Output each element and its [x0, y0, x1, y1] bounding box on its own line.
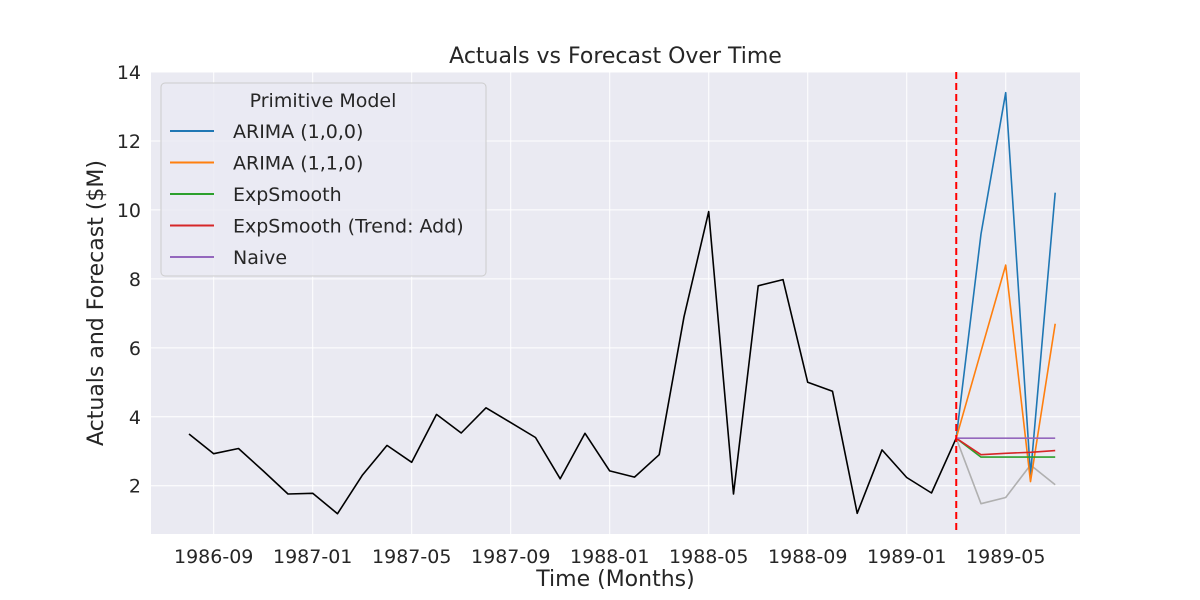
x-tick-label: 1988-05	[669, 546, 748, 568]
y-tick-label: 10	[117, 200, 141, 222]
x-tick-label: 1987-01	[273, 546, 352, 568]
x-tick-label: 1986-09	[174, 546, 253, 568]
x-tick-label: 1988-09	[768, 546, 847, 568]
legend-box	[160, 82, 487, 277]
y-tick-label: 2	[129, 476, 141, 498]
legend-label-expsmooth: ExpSmooth	[233, 184, 342, 206]
x-axis: 1986-09 1987-01 1987-05 1987-09 1988-01 1988-…	[174, 546, 1045, 568]
series-line-arima-1-0-0	[955, 91, 1056, 476]
x-tick-label: 1987-05	[372, 546, 451, 568]
legend-label-naive: Naive	[233, 247, 287, 269]
x-tick-label: 1988-01	[570, 546, 649, 568]
legend-label-arima-1-0-0: ARIMA (1,0,0)	[233, 121, 363, 143]
series-line-arima-1-1-0	[955, 264, 1056, 483]
x-tick-label: 1989-01	[867, 546, 946, 568]
series-line-expsmooth	[955, 437, 1056, 458]
series-layer	[188, 91, 1056, 515]
y-tick-label: 12	[117, 131, 141, 153]
chart-title: Actuals vs Forecast Over Time	[449, 44, 782, 69]
series-line-expsmooth-trend-add	[955, 437, 1056, 456]
series-line-holdout	[955, 437, 1056, 505]
series-line-actuals	[188, 210, 957, 515]
legend-label-arima-1-1-0: ARIMA (1,1,0)	[233, 153, 363, 175]
x-tick-label: 1989-05	[966, 546, 1045, 568]
y-axis-title: Actuals and Forecast ($M)	[84, 160, 109, 446]
y-tick-label: 6	[129, 338, 141, 360]
legend: Primitive Model ARIMA (1,0,0) ARIMA (1,1,…	[160, 82, 487, 277]
x-tick-label: 1987-09	[471, 546, 550, 568]
y-tick-label: 14	[117, 62, 141, 84]
legend-title: Primitive Model	[250, 90, 397, 112]
legend-items: ARIMA (1,0,0) ARIMA (1,1,0) ExpSmooth ExpSm…	[170, 121, 464, 269]
legend-label-expsmooth-trend-add: ExpSmooth (Trend: Add)	[233, 216, 464, 238]
y-tick-label: 4	[129, 407, 141, 429]
y-axis: 2 4 6 8 10 12 14	[117, 62, 141, 498]
x-axis-title: Time (Months)	[535, 567, 694, 592]
y-tick-label: 8	[129, 269, 141, 291]
